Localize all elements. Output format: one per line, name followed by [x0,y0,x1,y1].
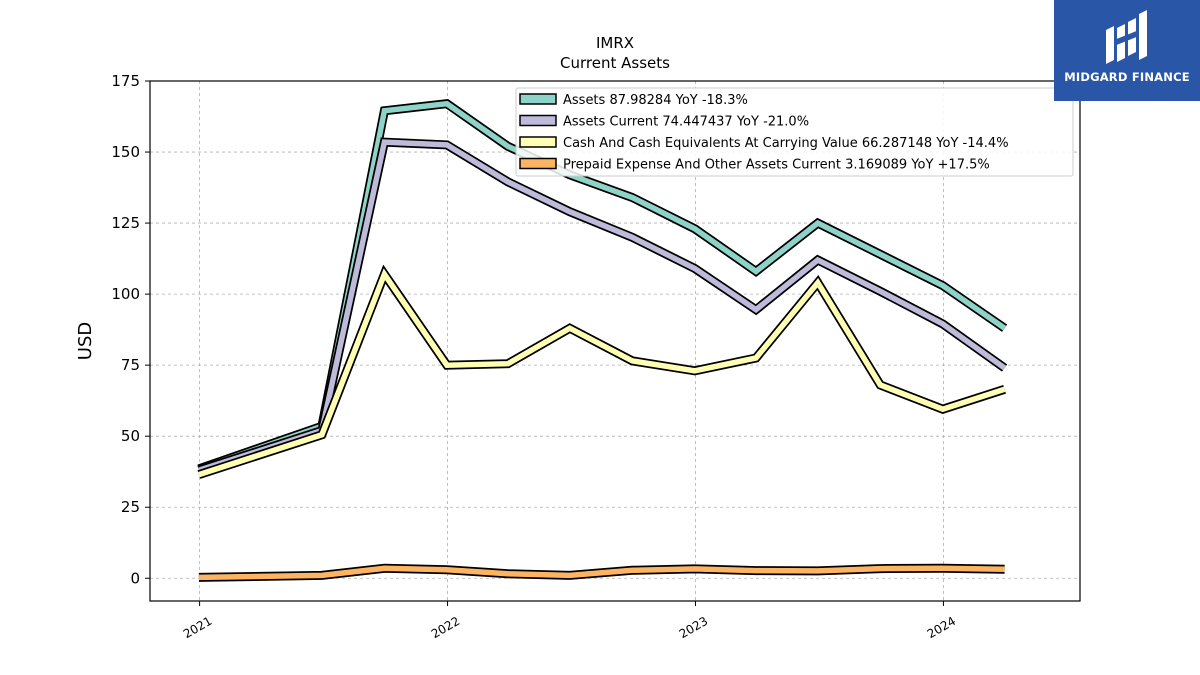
series-line [198,268,1006,478]
x-tick-label: 2024 [925,614,958,641]
series-line [198,139,1007,473]
y-tick-label: 175 [111,72,140,90]
series-line-outline [197,264,1006,479]
legend-swatch [519,114,557,127]
legend-swatch [519,157,557,170]
chart-subtitle: Current Assets [560,54,670,72]
brand-mark-icon [1106,10,1147,64]
series-line-outline [197,137,1008,475]
legend-entry: Assets Current 74.447437 YoY -21.0% [563,115,809,130]
x-tick-label: 2022 [429,614,462,641]
brand-logo: MIDGARD FINANCE [1054,0,1200,101]
y-tick-label: 125 [111,214,140,232]
y-tick-label: 0 [130,569,140,587]
y-axis: 0 25 50 75 100 125 150 175 [111,72,150,587]
series-1 [197,137,1008,475]
legend-swatch [519,136,557,148]
x-tick-label: 2023 [677,614,710,641]
series-layer [197,99,1008,582]
y-tick-label: 25 [121,498,140,516]
y-tick-label: 150 [111,143,140,161]
legend-entry: Cash And Cash Equivalents At Carrying Va… [563,136,1009,151]
legend-entry: Prepaid Expense And Other Assets Current… [563,158,990,173]
series-0 [197,99,1008,474]
legend-box [515,87,1074,177]
x-tick-label: 2021 [181,614,214,641]
legend: Assets 87.98284 YoY -18.3% Assets Current… [515,87,1074,177]
y-tick-label: 100 [111,285,140,303]
series-2 [197,264,1006,479]
y-tick-label: 75 [121,356,140,374]
plot-area [149,80,1081,602]
brand-name: MIDGARD FINANCE [1064,70,1190,84]
series-line [198,565,1005,581]
chart-title: IMRX [596,34,634,52]
legend-swatch [519,93,557,105]
y-axis-label: USD [75,322,96,360]
series-line [197,100,1007,472]
legend-entry: Assets 87.98284 YoY -18.3% [563,93,748,108]
y-tick-label: 50 [121,427,140,445]
x-axis: 2021 2022 2023 2024 [181,601,958,641]
series-3 [198,563,1005,582]
